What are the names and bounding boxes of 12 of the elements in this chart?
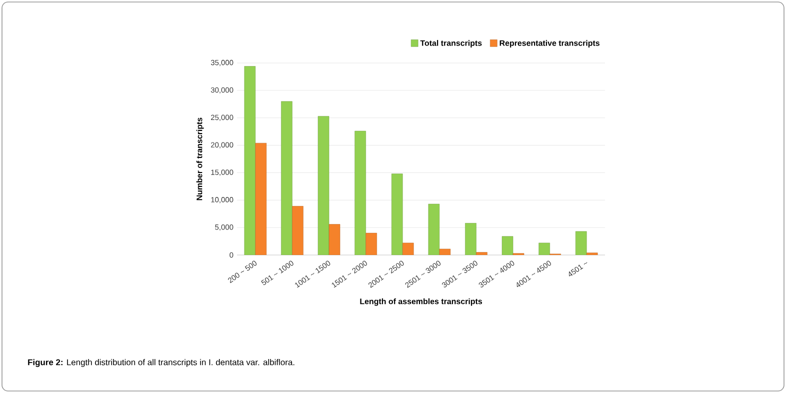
bar — [366, 232, 377, 255]
bar — [354, 130, 366, 255]
bar — [428, 204, 440, 255]
bar — [465, 223, 476, 255]
bar — [244, 66, 256, 255]
bar — [575, 231, 587, 255]
bar — [318, 116, 330, 255]
bar — [391, 174, 403, 255]
bar — [281, 101, 292, 255]
text: Figure 2: Length distribution of all transcripts in I. dentata var. albiflora. — [28, 359, 294, 367]
bar — [255, 142, 267, 255]
bar — [292, 206, 304, 255]
